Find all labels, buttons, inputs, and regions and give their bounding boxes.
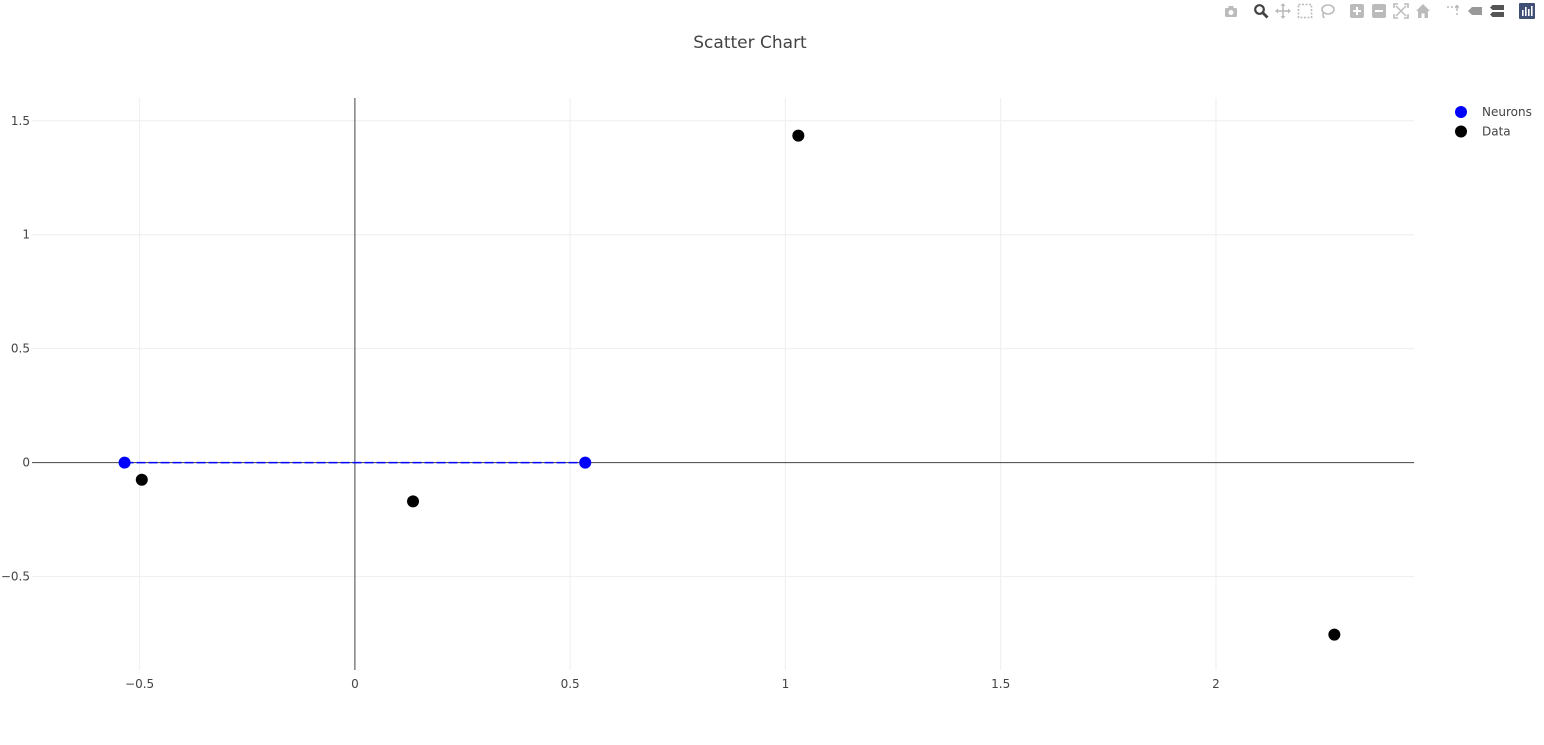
y-tick-label: −0.5 — [1, 570, 30, 584]
x-tick-label: 1 — [782, 677, 790, 691]
zero-lines — [32, 98, 1414, 670]
hover-closest-icon — [1468, 7, 1482, 15]
x-tick-label: −0.5 — [125, 677, 154, 691]
box-select-button[interactable] — [1294, 0, 1316, 22]
zoom-in-icon — [1350, 4, 1364, 18]
grid-lines — [32, 98, 1414, 670]
camera-button[interactable] — [1220, 0, 1242, 22]
camera-icon — [1225, 6, 1237, 17]
data-point-data[interactable] — [135, 473, 148, 486]
hover-closest-button[interactable] — [1464, 0, 1486, 22]
plotly-logo-icon — [1519, 3, 1535, 19]
data-point-data[interactable] — [1328, 628, 1341, 641]
x-tick-label: 0.5 — [561, 677, 580, 691]
chart-title: Scatter Chart — [693, 33, 807, 53]
zoom-in-button[interactable] — [1346, 0, 1368, 22]
zoom-button[interactable] — [1250, 0, 1272, 22]
hover-compare-button[interactable] — [1486, 0, 1508, 22]
x-tick-label: 2 — [1212, 677, 1220, 691]
plotly-logo-button[interactable] — [1516, 0, 1538, 22]
spike-lines-button[interactable] — [1442, 0, 1464, 22]
legend-marker — [1455, 106, 1467, 118]
zoom-icon — [1254, 4, 1269, 19]
y-tick-label: 0.5 — [11, 342, 30, 356]
data-point-neurons[interactable] — [579, 456, 592, 469]
legend-item-neurons[interactable]: Neurons — [1455, 105, 1532, 119]
x-tick-label: 1.5 — [991, 677, 1010, 691]
reset-axes-button[interactable] — [1412, 0, 1434, 22]
data-point-data[interactable] — [792, 129, 805, 142]
y-tick-label: 1 — [22, 228, 30, 242]
zoom-out-icon — [1372, 4, 1386, 18]
modebar-group — [1346, 0, 1434, 22]
data-point-neurons[interactable] — [118, 456, 131, 469]
y-tick-label: 0 — [22, 456, 30, 470]
zoom-out-button[interactable] — [1368, 0, 1390, 22]
spike-lines-icon — [1447, 5, 1459, 17]
data-point-data[interactable] — [407, 495, 420, 508]
lasso-select-button[interactable] — [1316, 0, 1338, 22]
autoscale-button[interactable] — [1390, 0, 1412, 22]
legend-item-data[interactable]: Data — [1455, 125, 1511, 139]
legend-marker — [1455, 125, 1467, 138]
legend[interactable]: Neurons Data — [1455, 105, 1532, 139]
reset-axes-icon — [1416, 4, 1430, 18]
legend-label: Neurons — [1482, 105, 1532, 119]
y-tick-label: 1.5 — [11, 114, 30, 128]
pan-button[interactable] — [1272, 0, 1294, 22]
modebar-group — [1250, 0, 1338, 22]
lasso-select-icon — [1321, 4, 1335, 19]
modebar-group — [1220, 0, 1242, 22]
pan-icon — [1275, 3, 1291, 19]
modebar — [1212, 0, 1538, 22]
legend-label: Data — [1482, 125, 1511, 139]
modebar-group — [1516, 0, 1538, 22]
x-axis-ticks: −0.5 0 0.5 1 1.5 2 — [125, 677, 1220, 691]
data-points — [118, 129, 1341, 641]
box-select-icon — [1297, 3, 1313, 19]
y-axis-ticks: −0.5 0 0.5 1 1.5 — [1, 114, 30, 584]
modebar-group — [1442, 0, 1508, 22]
x-tick-label: 0 — [351, 677, 359, 691]
hover-compare-icon — [1490, 5, 1504, 17]
autoscale-icon — [1393, 3, 1409, 19]
